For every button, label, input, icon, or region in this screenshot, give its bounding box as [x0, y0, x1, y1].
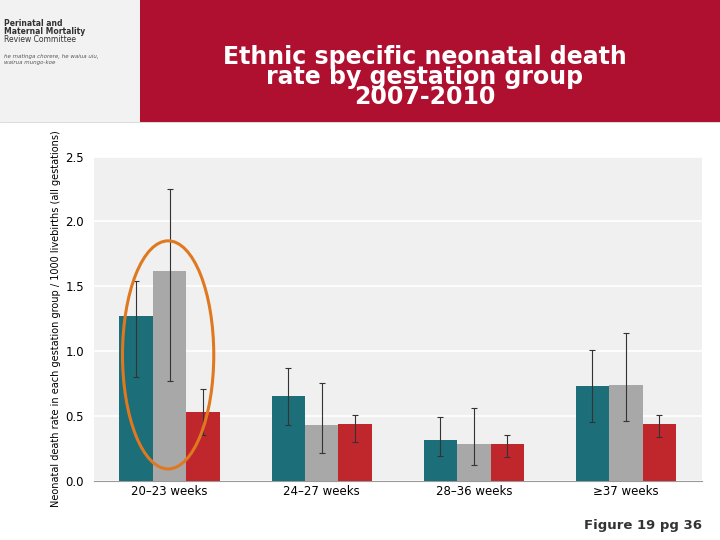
Bar — [305, 425, 338, 481]
Text: Perinatal and: Perinatal and — [4, 19, 62, 28]
Text: wairua mungo-koe: wairua mungo-koe — [4, 60, 55, 65]
Bar — [609, 384, 643, 481]
Bar — [423, 441, 457, 481]
Text: Ethnic specific neonatal death: Ethnic specific neonatal death — [223, 45, 626, 69]
Text: rate by gestation group: rate by gestation group — [266, 65, 583, 89]
Text: Review Committee: Review Committee — [4, 35, 76, 44]
Bar — [457, 444, 490, 481]
Bar — [643, 423, 676, 481]
Legend: Maori, Pacific peoples, NZ European: Maori, Pacific peoples, NZ European — [401, 104, 696, 126]
Bar — [338, 423, 372, 481]
Text: he matinga chorere, he waiua uiu,: he matinga chorere, he waiua uiu, — [4, 54, 98, 59]
Bar — [271, 396, 305, 481]
Bar — [153, 271, 186, 481]
Bar — [186, 412, 220, 481]
Bar — [490, 444, 524, 481]
Bar — [120, 316, 153, 481]
Bar — [576, 386, 609, 481]
Text: Maternal Mortality: Maternal Mortality — [4, 27, 85, 36]
Text: 2007-2010: 2007-2010 — [354, 85, 495, 109]
Y-axis label: Neonatal death rate in each gestation group / 1000 livebirths (all gestations): Neonatal death rate in each gestation gr… — [51, 130, 61, 507]
Text: Figure 19 pg 36: Figure 19 pg 36 — [584, 519, 702, 532]
